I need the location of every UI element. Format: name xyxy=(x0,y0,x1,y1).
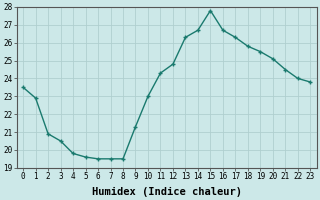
X-axis label: Humidex (Indice chaleur): Humidex (Indice chaleur) xyxy=(92,186,242,197)
